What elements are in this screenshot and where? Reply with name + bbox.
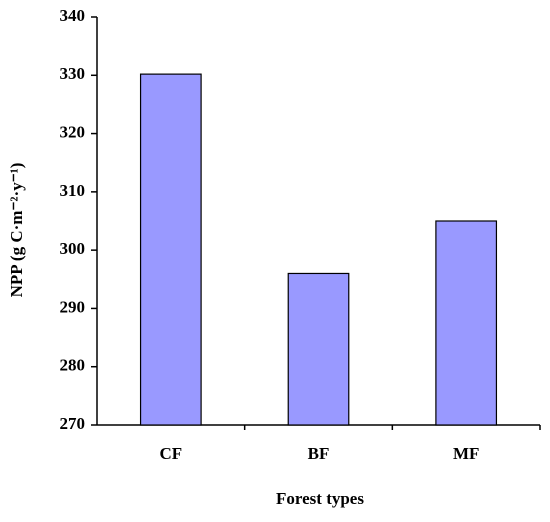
bar: [287, 272, 350, 426]
y-tick-label: 280: [60, 356, 86, 375]
y-tick-label: 340: [60, 6, 86, 25]
bar: [435, 220, 498, 426]
x-tick-label: CF: [159, 444, 182, 463]
y-tick-label: 330: [60, 64, 86, 83]
y-tick-label: 300: [60, 239, 86, 258]
y-tick-label: 310: [60, 181, 86, 200]
x-tick-label: BF: [308, 444, 330, 463]
y-tick-label: 320: [60, 122, 86, 141]
y-tick-label: 290: [60, 297, 86, 316]
bar: [139, 73, 202, 426]
y-axis-title: NPP (g C·m⁻²·y⁻¹): [7, 163, 26, 298]
y-tick-label: 270: [60, 414, 86, 433]
x-axis-title: Forest types: [276, 489, 364, 508]
x-tick-label: MF: [453, 444, 479, 463]
